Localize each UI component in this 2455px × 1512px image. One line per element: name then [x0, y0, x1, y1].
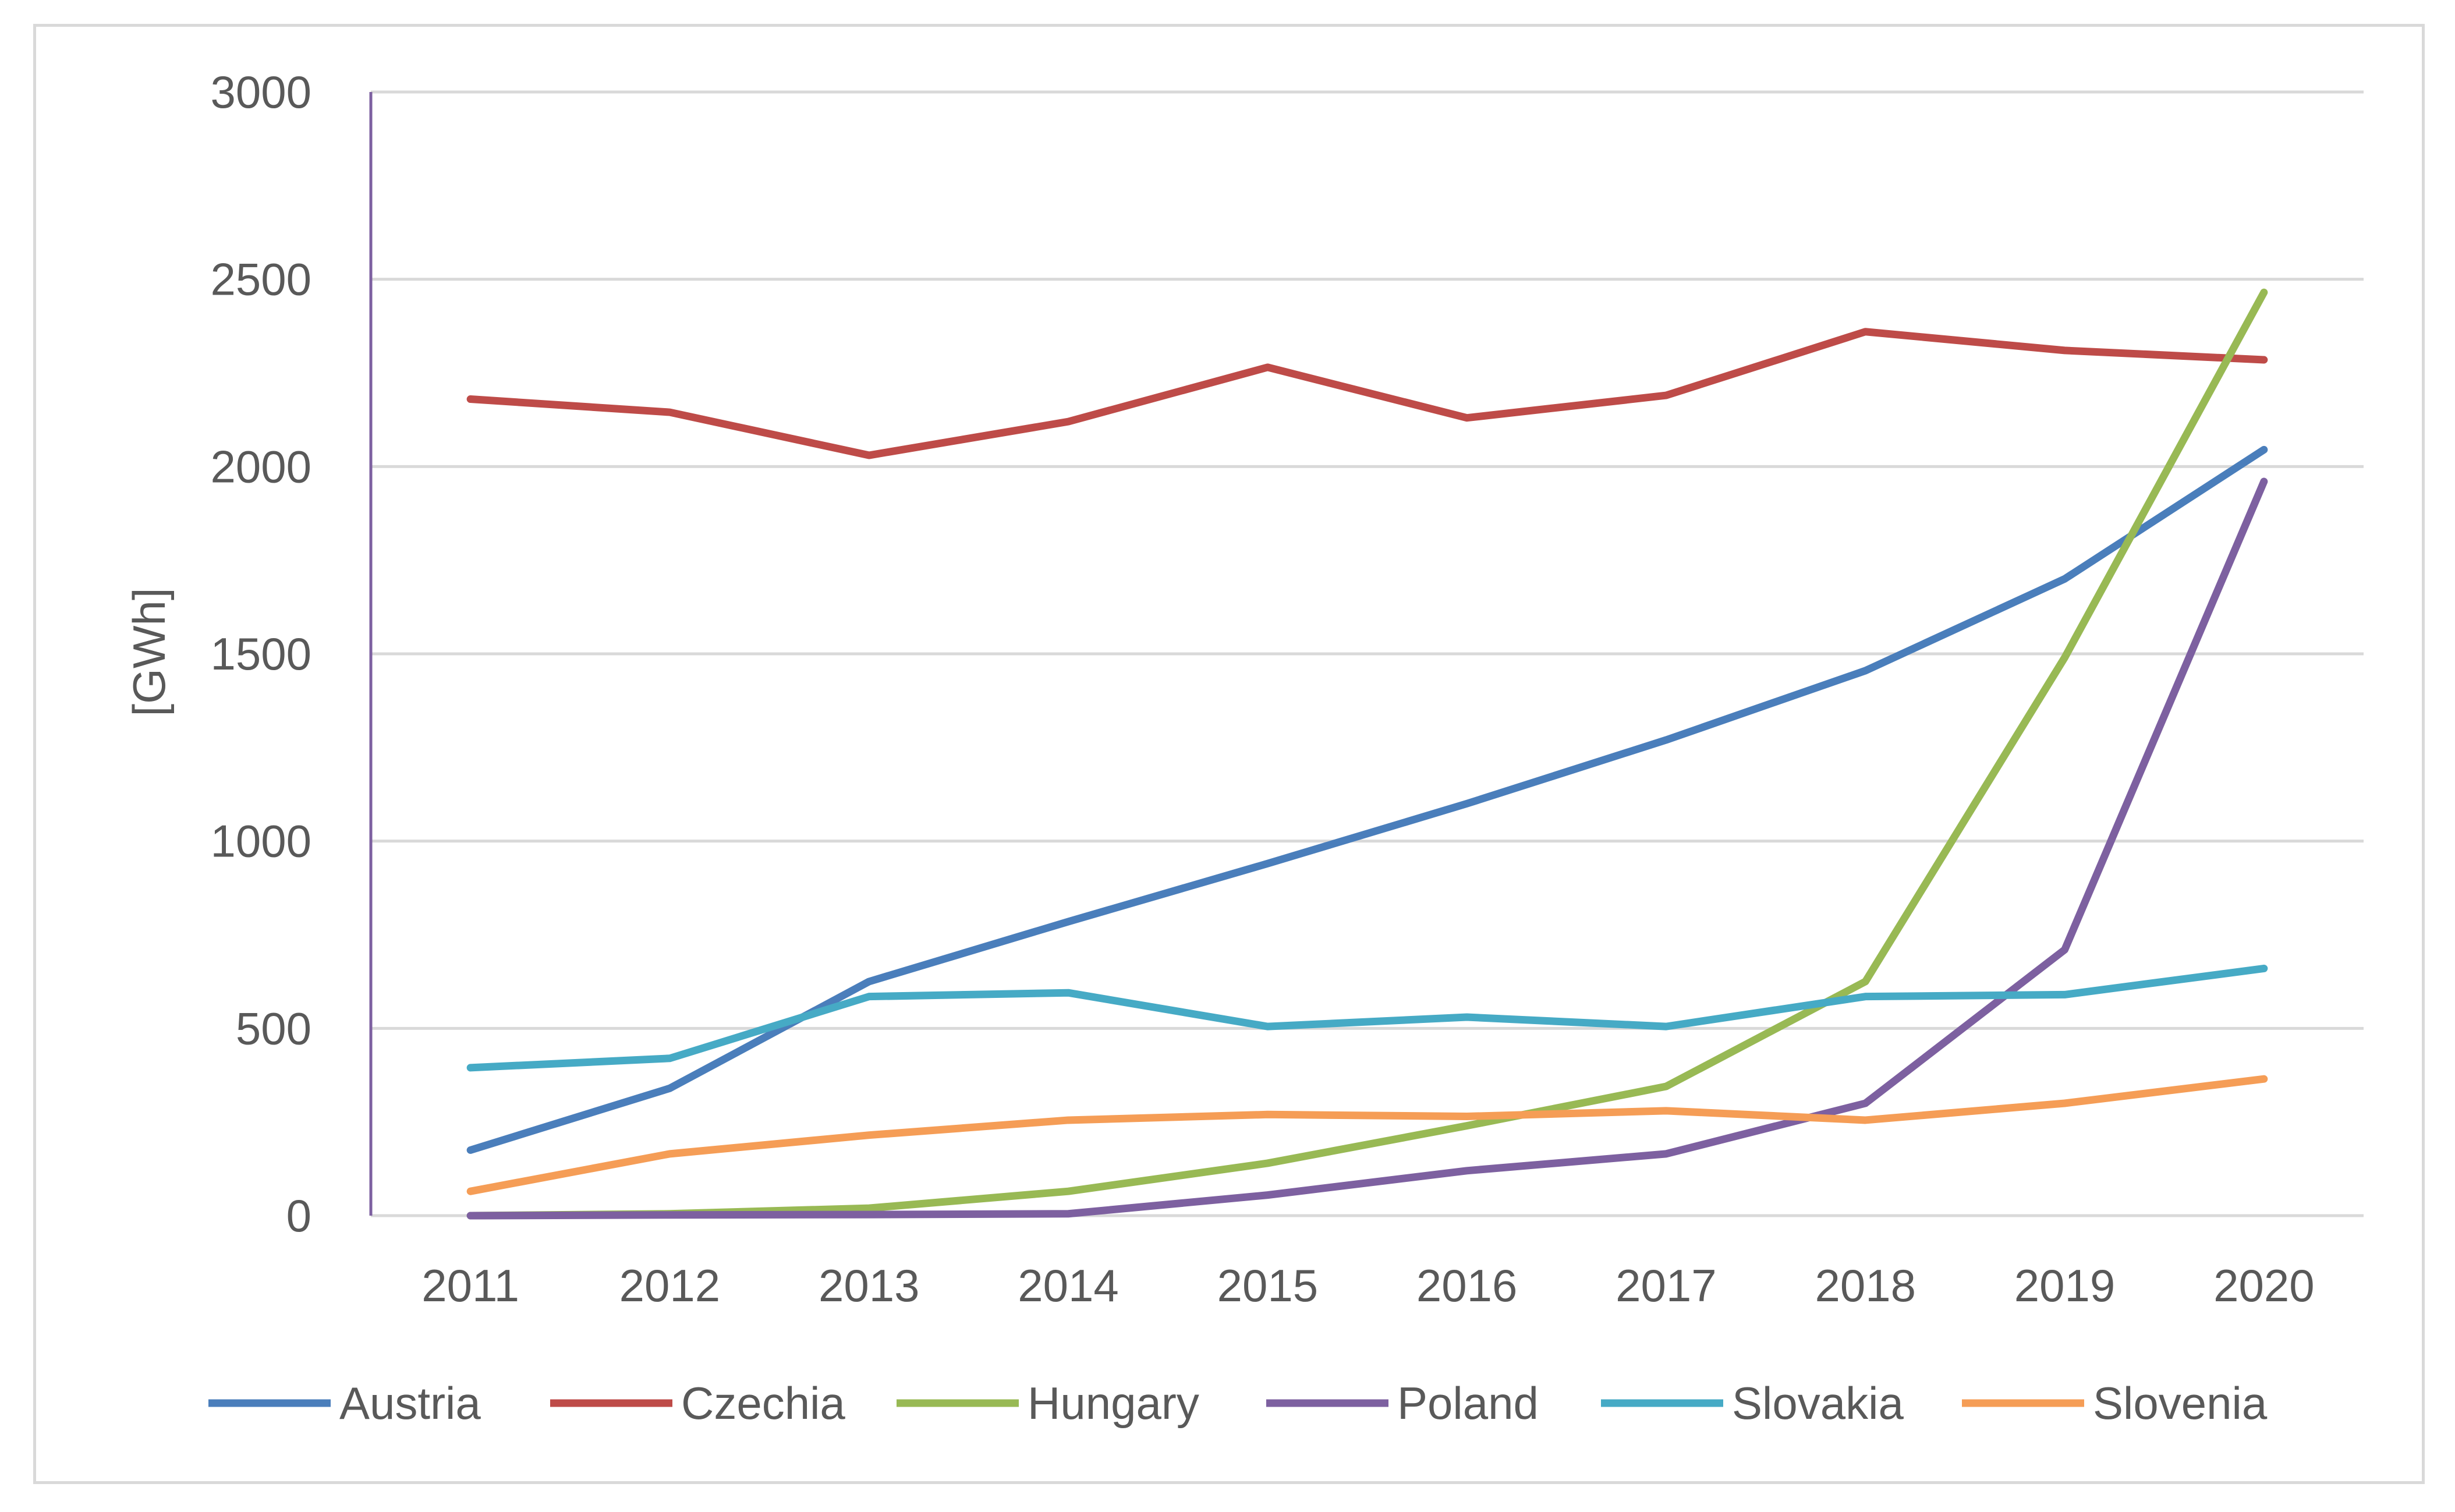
x-tick-label: 2013 [819, 1260, 920, 1311]
y-tick-label: 1000 [210, 816, 311, 867]
x-tick-label: 2017 [1616, 1260, 1717, 1311]
x-tick-label: 2015 [1217, 1260, 1319, 1311]
y-tick-labels: 0 500 1000 1500 2000 2500 3000 [210, 66, 311, 1241]
y-tick-label: 0 [286, 1190, 311, 1241]
legend-label-poland: Poland [1397, 1378, 1539, 1429]
legend-label-austria: Austria [339, 1378, 481, 1429]
x-tick-label: 2016 [1416, 1260, 1518, 1311]
y-tick-label: 2000 [210, 441, 311, 492]
legend-label-slovenia: Slovenia [2093, 1378, 2268, 1429]
y-tick-label: 2500 [210, 254, 311, 305]
y-axis-label: [GWh] [123, 587, 175, 716]
y-tick-label: 3000 [210, 66, 311, 118]
series-line-austria [466, 445, 2268, 1154]
x-tick-label: 2019 [2014, 1260, 2116, 1311]
y-tick-label: 1500 [210, 628, 311, 679]
y-tick-label: 500 [236, 1003, 311, 1054]
series-lines [466, 288, 2268, 1220]
series-line-czechia [466, 328, 2268, 459]
series-line-slovenia [466, 1075, 2268, 1195]
x-tick-label: 2020 [2213, 1260, 2315, 1311]
series-line-slovakia [466, 964, 2268, 1072]
legend: Austria Czechia Hungary Poland Slovakia Slove… [208, 1378, 2268, 1429]
x-tick-label: 2012 [619, 1260, 721, 1311]
x-tick-labels: 2011 2012 2013 2014 2015 2016 2017 2018 2019 2020 [421, 1260, 2314, 1311]
x-tick-label: 2018 [1815, 1260, 1916, 1311]
legend-label-hungary: Hungary [1028, 1378, 1199, 1429]
chart-frame [33, 24, 2425, 1484]
x-tick-label: 2011 [421, 1260, 519, 1311]
series-line-poland [466, 477, 2268, 1220]
x-tick-label: 2014 [1018, 1260, 1119, 1311]
legend-label-czechia: Czechia [681, 1378, 845, 1429]
legend-label-slovakia: Slovakia [1732, 1378, 1904, 1429]
